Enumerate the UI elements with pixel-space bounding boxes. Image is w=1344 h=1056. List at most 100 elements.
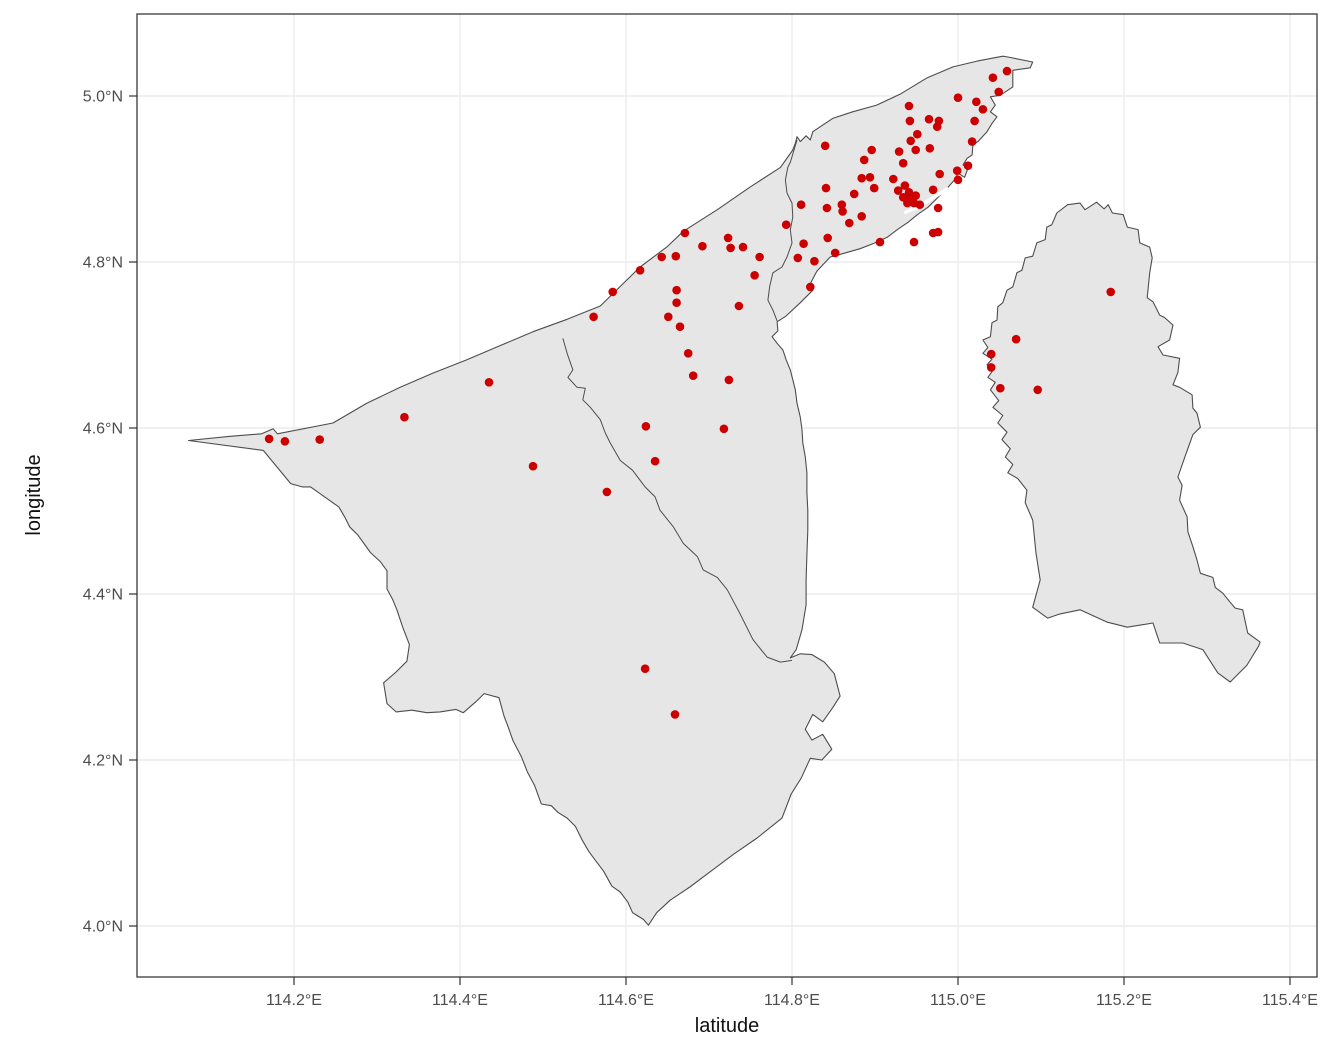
- data-points-layer: [264, 66, 1115, 719]
- data-point: [996, 383, 1005, 393]
- data-point: [970, 116, 979, 126]
- district-border: [562, 338, 793, 663]
- data-point: [675, 322, 685, 332]
- land-polygon-temburong: [982, 201, 1261, 683]
- data-point: [900, 181, 910, 190]
- data-point: [602, 487, 612, 497]
- data-point: [889, 174, 898, 184]
- data-point: [821, 183, 831, 193]
- data-point: [484, 378, 494, 387]
- data-point: [810, 256, 819, 266]
- data-point: [688, 371, 698, 381]
- data-point: [799, 239, 808, 248]
- data-point: [1033, 385, 1042, 395]
- data-point: [528, 461, 538, 471]
- data-point: [994, 87, 1003, 97]
- y-tick-label: 4.4°N: [83, 587, 123, 604]
- data-point: [972, 97, 981, 107]
- data-point: [986, 349, 996, 359]
- data-point: [793, 253, 803, 263]
- data-point: [932, 122, 942, 131]
- x-tick-label: 114.2°E: [266, 992, 322, 1009]
- data-point: [608, 287, 617, 297]
- axis-ticks: [129, 95, 1291, 985]
- data-point: [750, 271, 759, 280]
- data-point: [400, 412, 409, 422]
- data-point: [264, 434, 274, 444]
- data-point: [680, 228, 690, 238]
- data-point: [904, 188, 914, 197]
- data-point: [635, 266, 645, 275]
- data-point: [837, 200, 847, 209]
- data-point: [589, 312, 598, 322]
- data-point: [641, 422, 651, 431]
- data-point: [672, 285, 681, 295]
- data-point: [315, 435, 325, 444]
- data-point: [953, 93, 963, 102]
- data-point: [1011, 334, 1021, 344]
- data-point: [1106, 287, 1115, 297]
- data-point: [724, 375, 734, 385]
- data-point: [640, 664, 650, 673]
- y-tick-label: 5.0°N: [83, 89, 123, 106]
- data-point: [928, 185, 938, 195]
- data-point: [650, 456, 660, 466]
- data-point: [911, 191, 920, 200]
- x-axis-title: latitude: [695, 1015, 760, 1037]
- data-point: [820, 141, 830, 151]
- data-point: [683, 349, 693, 358]
- data-point: [952, 166, 962, 175]
- data-point: [903, 198, 912, 208]
- data-point: [893, 186, 903, 195]
- data-point: [755, 252, 764, 262]
- data-point: [904, 101, 914, 111]
- data-point: [906, 136, 915, 146]
- data-point: [670, 710, 680, 719]
- data-point: [1002, 66, 1012, 76]
- data-point: [657, 252, 666, 262]
- data-point: [734, 301, 744, 311]
- data-point: [672, 298, 681, 308]
- data-point: [978, 105, 988, 114]
- data-point: [698, 241, 707, 251]
- data-point: [911, 145, 920, 155]
- data-point: [845, 218, 854, 228]
- y-tick-label: 4.6°N: [83, 421, 123, 438]
- data-point: [963, 161, 973, 170]
- data-point: [280, 437, 290, 446]
- data-point: [913, 129, 922, 139]
- district-border-lines: [562, 139, 798, 663]
- data-point: [953, 175, 963, 185]
- data-point: [915, 200, 925, 209]
- district-border: [767, 139, 798, 322]
- y-axis-title: longitude: [23, 454, 45, 535]
- data-point: [859, 155, 869, 165]
- data-point: [988, 73, 998, 82]
- data-point: [898, 158, 908, 168]
- data-point: [830, 248, 840, 258]
- data-point: [933, 227, 943, 237]
- data-point: [967, 137, 977, 146]
- data-point: [723, 233, 733, 243]
- data-point: [781, 220, 791, 229]
- x-tick-label: 114.6°E: [598, 992, 654, 1009]
- x-tick-label: 114.4°E: [432, 992, 488, 1009]
- data-point: [905, 116, 915, 126]
- data-point: [822, 203, 832, 213]
- data-point: [849, 189, 859, 199]
- data-point: [875, 237, 885, 247]
- data-point: [986, 363, 996, 372]
- y-tick-label: 4.2°N: [83, 753, 123, 770]
- data-point: [738, 242, 748, 252]
- axis-tick-labels: 114.2°E 114.4°E 114.6°E 114.8°E 115.0°E 115.2…: [83, 89, 1318, 1010]
- x-tick-label: 115.0°E: [930, 992, 986, 1009]
- data-point: [796, 200, 806, 209]
- data-point: [925, 144, 935, 153]
- data-point: [838, 207, 847, 216]
- y-tick-label: 4.8°N: [83, 255, 123, 272]
- data-point: [719, 424, 729, 434]
- data-point: [857, 173, 866, 183]
- data-point: [823, 233, 832, 243]
